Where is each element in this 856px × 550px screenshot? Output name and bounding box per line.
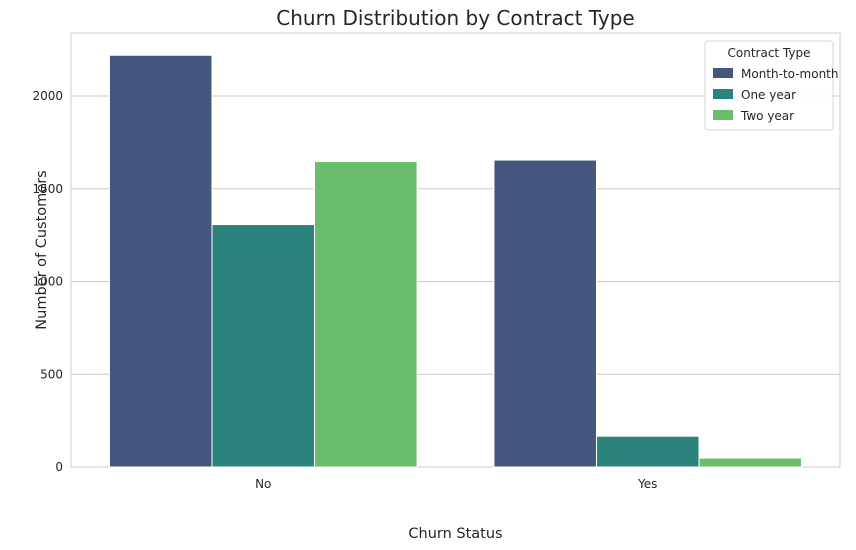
bar-yes-one-year	[595, 435, 700, 468]
legend-swatch	[713, 89, 733, 99]
bars	[108, 54, 803, 468]
bar-no-month-to-month	[108, 54, 213, 468]
legend-title: Contract Type	[728, 46, 811, 60]
legend-swatch	[713, 68, 733, 78]
bar-no-two-year	[314, 161, 418, 468]
legend: Contract Type Month-to-month One year Two …	[704, 40, 839, 131]
x-tick-label: No	[255, 477, 271, 491]
legend-label: Month-to-month	[741, 67, 839, 81]
y-axis-label: Number of Customers	[34, 170, 50, 329]
bar-yes-two-year	[698, 457, 803, 468]
y-tick-label: 1000	[32, 275, 63, 289]
x-tick-label: Yes	[637, 477, 657, 491]
y-tick-label: 0	[55, 460, 63, 474]
legend-label: Two year	[740, 109, 794, 123]
bar-yes-month-to-month	[493, 159, 597, 468]
bar-no-one-year	[211, 224, 316, 468]
legend-label: One year	[741, 88, 796, 102]
y-tick-label: 500	[40, 367, 63, 381]
legend-items: Month-to-month One year Two year	[713, 67, 839, 123]
x-axis-ticks: No Yes	[255, 477, 657, 491]
y-tick-label: 2000	[32, 89, 63, 103]
chart-title: Churn Distribution by Contract Type	[276, 6, 634, 30]
legend-box	[704, 40, 834, 131]
y-axis-ticks: 0 500 1000 1500 2000	[32, 89, 63, 474]
x-axis-label: Churn Status	[408, 526, 502, 542]
y-tick-label: 1500	[32, 182, 63, 196]
legend-swatch	[713, 110, 733, 120]
